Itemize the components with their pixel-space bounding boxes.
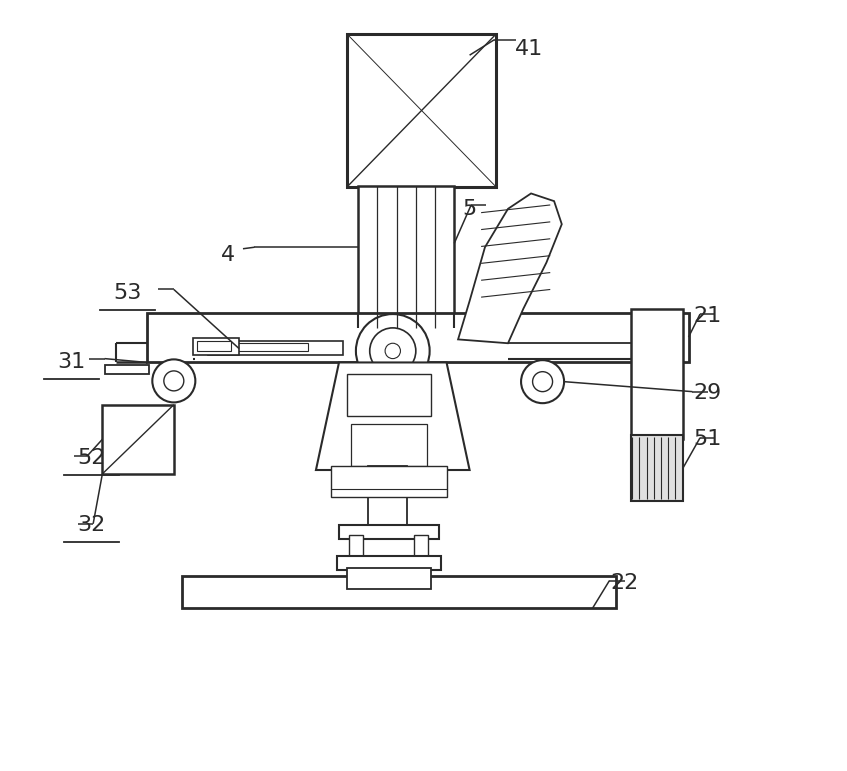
Text: 53: 53 <box>113 283 142 303</box>
Bar <box>349 535 363 558</box>
Circle shape <box>533 372 552 392</box>
Text: 29: 29 <box>694 383 722 403</box>
Text: 52: 52 <box>77 449 106 469</box>
Text: 41: 41 <box>515 39 544 59</box>
Bar <box>346 374 431 416</box>
Text: 21: 21 <box>694 306 722 326</box>
Bar <box>346 567 431 589</box>
Bar <box>631 308 684 439</box>
Polygon shape <box>458 194 562 343</box>
Text: 32: 32 <box>78 515 106 535</box>
Text: 51: 51 <box>694 429 722 449</box>
Bar <box>102 405 174 474</box>
Bar <box>346 34 496 187</box>
Polygon shape <box>316 362 469 470</box>
Bar <box>631 436 684 500</box>
Text: 4: 4 <box>220 245 235 265</box>
Bar <box>105 365 149 374</box>
Circle shape <box>521 360 564 403</box>
Bar <box>337 556 441 570</box>
Bar <box>414 535 428 558</box>
Bar <box>147 312 689 362</box>
Circle shape <box>356 314 429 388</box>
Circle shape <box>385 343 401 359</box>
Text: 31: 31 <box>58 352 86 372</box>
Circle shape <box>152 359 196 402</box>
Text: 22: 22 <box>611 573 639 593</box>
Text: 5: 5 <box>462 199 477 219</box>
Bar <box>358 186 454 328</box>
Bar <box>368 466 407 531</box>
Bar <box>331 466 446 497</box>
Bar <box>193 338 239 355</box>
Bar <box>181 576 616 608</box>
Circle shape <box>370 328 416 374</box>
Bar <box>339 525 439 539</box>
Circle shape <box>163 371 184 391</box>
Bar <box>208 341 343 355</box>
Bar <box>216 343 308 351</box>
Bar <box>197 341 231 351</box>
Bar <box>351 424 428 466</box>
